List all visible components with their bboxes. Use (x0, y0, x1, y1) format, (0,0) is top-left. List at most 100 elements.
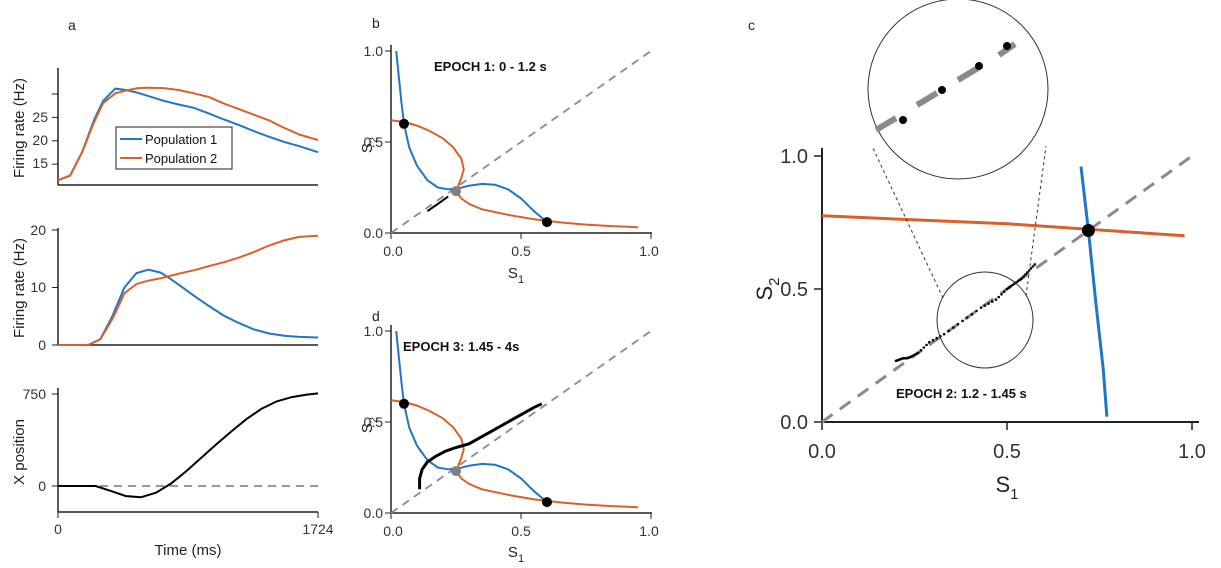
trajectory-point (1033, 263, 1037, 266)
x-tick-label: 1724 (302, 521, 333, 537)
y-tick-label: 1.0 (364, 323, 384, 339)
zoom-diagonal-dash (915, 90, 939, 108)
trajectory-point (956, 322, 960, 326)
trajectory-point (1000, 293, 1003, 296)
x-tick-label: 1.0 (1178, 441, 1206, 463)
y-tick-label: 10 (30, 279, 46, 295)
trajectory-point (919, 348, 923, 352)
x-tick-label: 1.0 (639, 243, 659, 259)
x-label-subscript: 1 (1010, 486, 1018, 503)
trajectory-point (931, 338, 935, 342)
x-label-subscript: 1 (518, 274, 524, 286)
trajectory-point (935, 336, 938, 340)
chart-a-middle: 0 10 20 Firing rate (Hz) (11, 222, 319, 353)
trajectory-point (983, 304, 987, 307)
y-label-subscript: 2 (368, 137, 380, 143)
trajectory-point (942, 332, 946, 336)
y-label-main: S (359, 143, 376, 153)
x-label-subscript: 1 (518, 553, 524, 565)
y-tick-label: 0.5 (364, 414, 384, 430)
trajectory-point (1024, 273, 1027, 276)
x-axis-label: S1 (508, 265, 524, 286)
y-tick-label: 15 (32, 155, 48, 171)
stable-fixed-point (1081, 223, 1095, 237)
y-tick-label: 0.0 (780, 412, 808, 434)
trajectory-point (928, 340, 931, 344)
nullcline-population-1 (395, 50, 548, 223)
x-position-line (58, 392, 319, 499)
trajectory-point (1031, 265, 1035, 268)
trajectory-point (922, 346, 926, 349)
trajectory-point (1022, 275, 1025, 278)
stable-fixed-point (399, 118, 409, 129)
trajectory-point (1011, 283, 1014, 287)
magnifier-zoom-circle (867, 0, 1049, 180)
y-tick-label: 0 (38, 478, 46, 494)
legend-label-population-2: Population 2 (145, 151, 217, 166)
chart-c: 0.0 0.5 1.0 0.0 0.5 1.0 S1 S2 EPOCH 2: 1… (752, 0, 1206, 503)
y-axis-label: S2 (359, 137, 380, 153)
magnifier-guide-left (871, 145, 944, 299)
panel-letter-d: d (372, 308, 380, 324)
trajectory-point (997, 295, 1000, 299)
nullcline-population-2 (821, 214, 1185, 238)
nullcline-population-2 (390, 399, 639, 509)
legend-label-population-1: Population 1 (145, 132, 217, 147)
chart-a-bottom: 0 750 0 1724 Time (ms) X position (11, 386, 334, 559)
y-tick-label: 0.0 (364, 225, 384, 241)
y-tick-label: 0.5 (780, 279, 808, 301)
trajectory-point (1005, 287, 1009, 291)
trajectory (894, 263, 1037, 363)
diagonal-line (390, 330, 652, 514)
y-axis-label: X position (11, 419, 28, 485)
y-axis-label: Firing rate (Hz) (11, 78, 28, 178)
y-axis-label: S2 (359, 417, 380, 433)
panel-letter-b: b (372, 15, 380, 31)
trajectory-point (1016, 279, 1020, 283)
trajectory-point (990, 300, 994, 303)
trajectory-point (916, 351, 920, 355)
trajectory-point (994, 298, 998, 301)
trajectory-point (987, 302, 990, 305)
magnifier (867, 0, 1049, 369)
trajectory-point (1018, 278, 1022, 282)
stable-fixed-point (542, 217, 552, 228)
y-label-main: S (752, 286, 777, 301)
x-axis-label: Time (ms) (155, 542, 222, 559)
trajectory (418, 402, 543, 490)
legend: Population 1 Population 2 (115, 126, 233, 170)
trajectory-point (1026, 271, 1029, 274)
x-tick-label: 0.0 (808, 441, 836, 463)
x-label-main: S (995, 472, 1010, 497)
trajectory-point (975, 309, 978, 313)
x-tick-label: 0.0 (383, 243, 403, 259)
x-tick-label: 0.5 (511, 243, 531, 259)
y-tick-label: 20 (32, 132, 48, 148)
y-tick-label: 20 (30, 222, 46, 238)
magnifier-source-circle (936, 271, 1034, 369)
trajectory-point (1007, 286, 1011, 290)
x-tick-label: 1.0 (639, 523, 659, 539)
zoom-diagonal-dash (874, 115, 898, 133)
y-label-subscript: 2 (368, 417, 380, 423)
y-label-main: S (359, 423, 376, 433)
trajectory-point (1002, 290, 1006, 294)
zoom-trajectory-point (1003, 42, 1011, 50)
x-label-main: S (508, 265, 518, 282)
x-axis-label: S1 (995, 472, 1018, 503)
trajectory-point (1009, 285, 1012, 288)
zoom-diagonal-dash (956, 65, 980, 83)
y-axis-label: S2 (752, 277, 783, 300)
chart-b: 0.0 0.5 1.0 0.0 0.5 1.0 S1 S2 EPOCH 1: 0… (359, 43, 659, 286)
x-tick-label: 0.5 (993, 441, 1021, 463)
series-population-2-line (57, 86, 319, 182)
nullcline-population-1 (395, 330, 548, 503)
panel-letter-a: a (68, 17, 76, 33)
y-tick-label: 1.0 (364, 43, 384, 59)
x-tick-label: 0.0 (383, 523, 403, 539)
trajectory-point (970, 313, 974, 316)
y-tick-label: 0.0 (364, 505, 384, 521)
series-population-1-line (58, 268, 319, 346)
magnifier-guide-right (1025, 145, 1047, 297)
y-tick-label: 0 (38, 337, 46, 353)
